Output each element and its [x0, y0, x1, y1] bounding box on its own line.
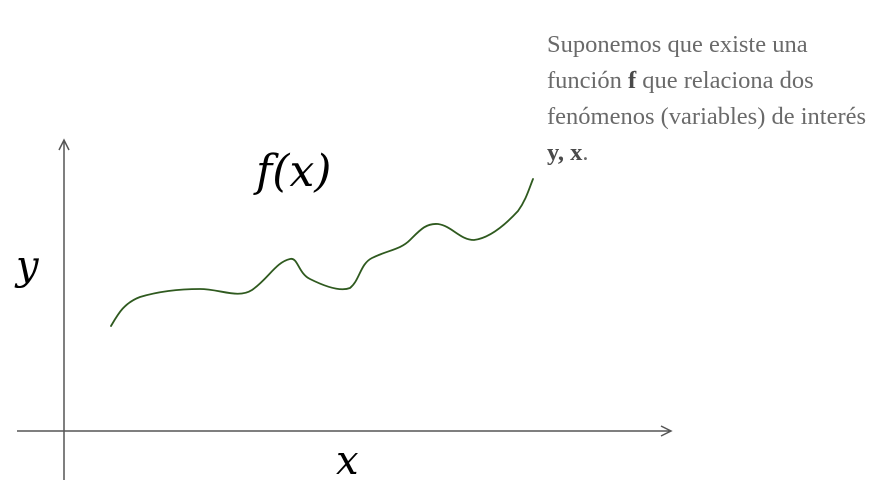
- caption-part-3: .: [582, 139, 589, 166]
- x-axis-arrowhead: [660, 425, 673, 437]
- x-axis-label: x: [336, 438, 359, 484]
- caption-part-2: que relaciona dos fenómenos (variables) …: [547, 67, 867, 130]
- y-axis-arrowhead: [58, 138, 70, 151]
- caption-part-1: Suponemos que existe una función: [547, 31, 808, 94]
- caption-text: Suponemos que existe una función f que r…: [547, 27, 877, 171]
- caption-bold-variables: y, x: [547, 139, 583, 166]
- caption-bold-function: f: [627, 67, 637, 94]
- y-axis-label: y: [16, 243, 39, 289]
- function-label: f(x): [256, 146, 332, 197]
- function-curve: [110, 178, 534, 327]
